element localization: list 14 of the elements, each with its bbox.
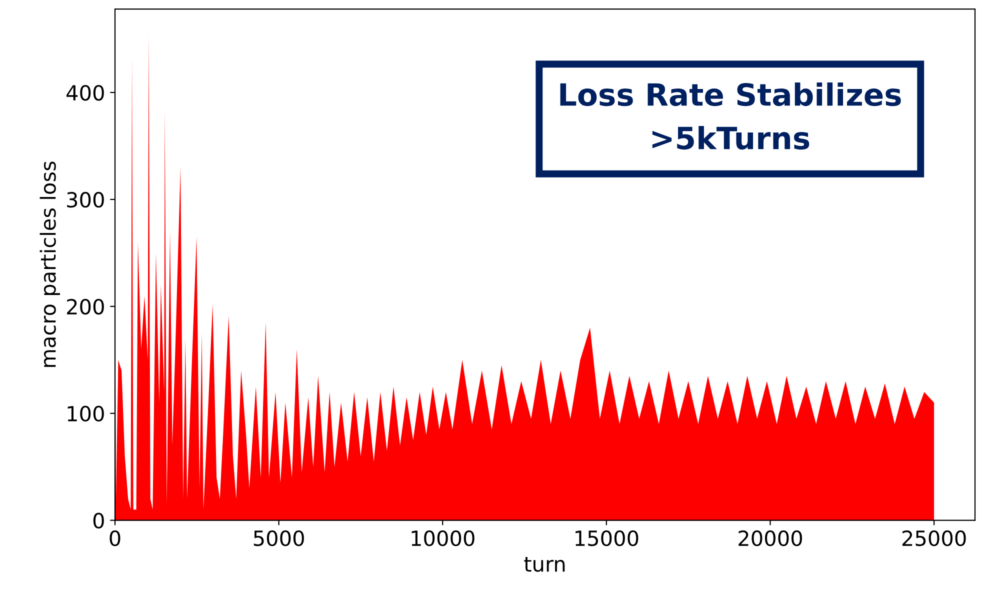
y-tick-label: 200 — [67, 298, 104, 315]
x-axis-title: turn — [524, 556, 565, 572]
x-tick-label: 15000 — [576, 530, 638, 546]
y-tick-label: 100 — [68, 406, 104, 422]
x-tick-label: 0 — [110, 530, 120, 546]
y-tick-label: 300 — [67, 192, 104, 208]
x-tick-label: 20000 — [738, 530, 802, 546]
y-tick-label: 0 — [93, 512, 104, 529]
x-tick-label: 10000 — [412, 530, 474, 546]
x-tick-label: 5000 — [254, 530, 304, 546]
annotation: Loss Rate Stabilizes >5kTurns — [560, 82, 901, 150]
y-axis-title: macro particles loss — [40, 162, 60, 367]
x-tick-label: 25000 — [902, 530, 966, 546]
y-tick-label: 400 — [66, 84, 104, 101]
